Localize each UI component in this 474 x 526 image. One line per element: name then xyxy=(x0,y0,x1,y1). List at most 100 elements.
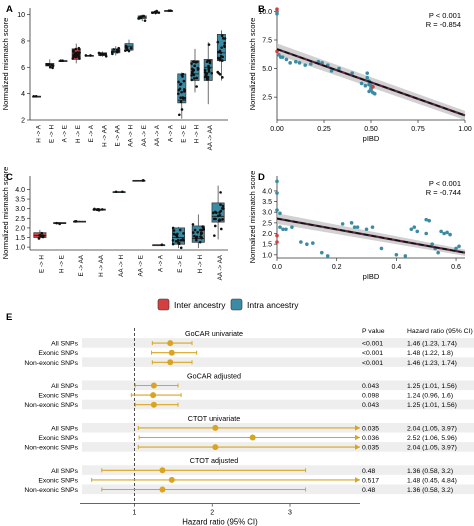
data-point xyxy=(200,236,204,240)
data-point xyxy=(104,52,107,56)
data-point xyxy=(126,48,129,52)
panel-letter-D: D xyxy=(258,172,265,183)
row-label: Exonic SNPs xyxy=(38,435,78,442)
data-point-intra xyxy=(359,81,364,86)
data-point-intra xyxy=(445,230,449,235)
y-tick-label: 10 xyxy=(17,12,25,19)
row-label: All SNPs xyxy=(51,425,78,432)
x-tick-label: AA -> A xyxy=(154,124,161,146)
x-tick-label: AA -> H xyxy=(118,255,125,277)
x-tick-label: 0.50 xyxy=(364,126,378,133)
data-point xyxy=(220,59,224,62)
x-tick-label: 0.00 xyxy=(270,126,284,133)
row-label: Non-exonic SNPs xyxy=(24,487,78,494)
hazard-point xyxy=(167,340,174,347)
data-point-intra xyxy=(364,227,369,232)
data-point xyxy=(77,55,81,59)
y-tick-label: 1.5 xyxy=(15,235,25,242)
data-point xyxy=(51,64,55,68)
group-title: GoCAR univariate xyxy=(185,329,243,338)
data-point-intra xyxy=(325,254,330,258)
data-point xyxy=(71,57,75,60)
hazard-point xyxy=(168,349,175,356)
data-point xyxy=(190,67,194,71)
data-point-intra xyxy=(340,222,345,226)
legend: Inter ancestry Intra ancestry xyxy=(157,298,299,311)
data-point xyxy=(219,227,223,231)
data-point-intra xyxy=(367,89,371,94)
data-point xyxy=(191,72,194,76)
data-point-intra xyxy=(352,225,357,229)
data-point-intra xyxy=(278,211,282,216)
x-tick-label: 0.0 xyxy=(272,264,282,271)
data-point xyxy=(208,59,212,63)
data-point xyxy=(205,72,208,76)
data-point xyxy=(112,48,116,51)
data-point xyxy=(217,71,221,75)
data-point-intra xyxy=(294,59,298,64)
data-point xyxy=(221,37,225,40)
data-point xyxy=(221,218,224,221)
x-tick-label: E -> A xyxy=(88,124,95,142)
data-point xyxy=(195,76,198,80)
data-point-intra xyxy=(288,61,292,65)
data-point xyxy=(92,208,96,211)
data-point xyxy=(192,77,196,80)
x-tick-label: 0.2 xyxy=(332,264,342,271)
data-point xyxy=(124,46,128,49)
y-tick-label: 4.0 xyxy=(262,188,272,195)
ci-arrow xyxy=(355,425,360,431)
p-value: 0.043 xyxy=(362,402,379,409)
y-tick-label: 1.0 xyxy=(15,245,25,252)
col-header-hr: Hazard ratio (95% CI) xyxy=(407,328,473,335)
data-point xyxy=(178,228,182,232)
data-point-intra xyxy=(278,225,282,229)
y-tick-label: 6 xyxy=(21,65,25,72)
row-label: Exonic SNPs xyxy=(38,477,78,484)
data-point xyxy=(176,92,180,96)
hr-value: 1.48 (1.22, 1.8) xyxy=(407,350,453,357)
x-tick-label: E -> H xyxy=(39,255,46,273)
data-point xyxy=(74,53,78,56)
data-point xyxy=(97,208,100,211)
x-tick-label: A -> A xyxy=(157,254,164,272)
data-point xyxy=(221,55,225,59)
x-tick-label: 3 xyxy=(288,510,292,517)
data-point-intra xyxy=(280,55,285,59)
data-point xyxy=(218,214,222,217)
data-point-intra xyxy=(284,57,289,62)
data-point-intra xyxy=(436,250,440,255)
row-stripe xyxy=(82,380,474,391)
group-title: CTOT univariate xyxy=(188,414,240,423)
data-point xyxy=(179,83,182,86)
data-point xyxy=(121,190,124,194)
data-point xyxy=(222,207,225,210)
data-point xyxy=(142,14,146,18)
data-point xyxy=(72,55,76,58)
data-point xyxy=(40,231,44,235)
legend-intra-swatch xyxy=(230,298,243,311)
y-axis-label: Normalized mismatch score xyxy=(248,18,257,111)
y-tick-label: 8 xyxy=(21,38,25,45)
hr-value: 1.46 (1.23, 1.74) xyxy=(407,341,457,348)
x-tick-label: 0.4 xyxy=(391,264,401,271)
data-point-intra xyxy=(290,225,294,229)
hr-value: 1.25 (1.01, 1.56) xyxy=(407,383,457,390)
data-point xyxy=(191,223,195,226)
data-point xyxy=(216,40,220,44)
data-point xyxy=(182,79,186,83)
data-point-intra xyxy=(275,179,279,184)
y-tick-label: 3.5 xyxy=(262,199,272,206)
data-point-intra xyxy=(454,246,458,251)
x-tick-label: H -> E xyxy=(75,125,82,143)
hr-value: 1.36 (0.58, 3.2) xyxy=(407,487,453,494)
fit-line-dashed xyxy=(276,48,466,117)
data-point xyxy=(223,45,226,49)
y-tick-label: 2.0 xyxy=(262,231,272,238)
data-point xyxy=(180,90,183,94)
row-label: All SNPs xyxy=(51,383,78,390)
hazard-point xyxy=(159,467,166,474)
data-point xyxy=(181,237,185,241)
data-point xyxy=(190,78,194,82)
data-point xyxy=(174,239,178,243)
